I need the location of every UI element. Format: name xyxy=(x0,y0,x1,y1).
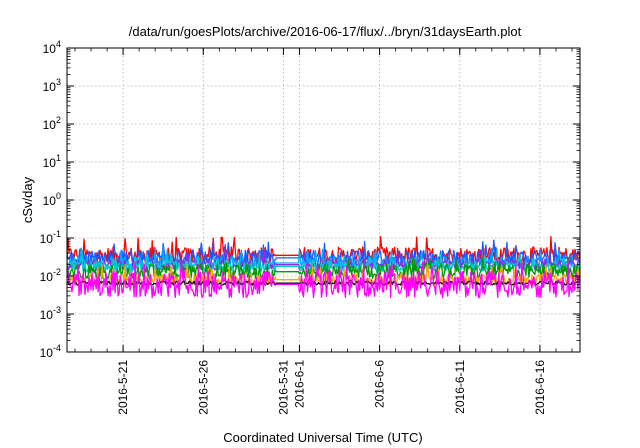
x-tick-label: 2016-6-16 xyxy=(533,360,547,415)
series-line xyxy=(66,260,581,299)
x-axis-label: Coordinated Universal Time (UTC) xyxy=(223,430,422,445)
x-tick-label: 2016-5-26 xyxy=(196,360,210,415)
chart-title: /data/run/goesPlots/archive/2016-06-17/f… xyxy=(129,24,522,39)
x-tick-label: 2016-6-6 xyxy=(373,360,387,408)
series-line xyxy=(66,257,581,280)
y-tick-label: 10-1 xyxy=(40,229,61,246)
y-axis-label: cSv/day xyxy=(20,176,35,223)
series-lines xyxy=(66,235,581,299)
y-tick-labels: 10-4 10-3 10-2 10-1 100 101 102 103 104 xyxy=(40,39,61,360)
y-tick-label: 103 xyxy=(43,77,61,94)
x-tick-label: 2016-6-1 xyxy=(292,360,306,408)
y-tick-label: 100 xyxy=(43,191,61,208)
y-tick-label: 102 xyxy=(43,115,61,132)
x-tick-label: 2016-6-11 xyxy=(453,360,467,414)
x-tick-label: 2016-5-31 xyxy=(276,360,290,415)
x-tick-labels: 2016-5-21 2016-5-26 2016-5-31 2016-6-1 2016-… xyxy=(116,360,547,415)
axis-ticks xyxy=(67,47,580,353)
y-tick-label: 104 xyxy=(43,39,61,56)
x-tick-label: 2016-5-21 xyxy=(116,360,130,415)
y-tick-label: 10-3 xyxy=(40,305,61,322)
grid-lines xyxy=(67,48,580,352)
y-tick-label: 10-2 xyxy=(40,267,61,284)
y-tick-label: 10-4 xyxy=(40,343,61,360)
y-tick-label: 101 xyxy=(43,153,61,170)
